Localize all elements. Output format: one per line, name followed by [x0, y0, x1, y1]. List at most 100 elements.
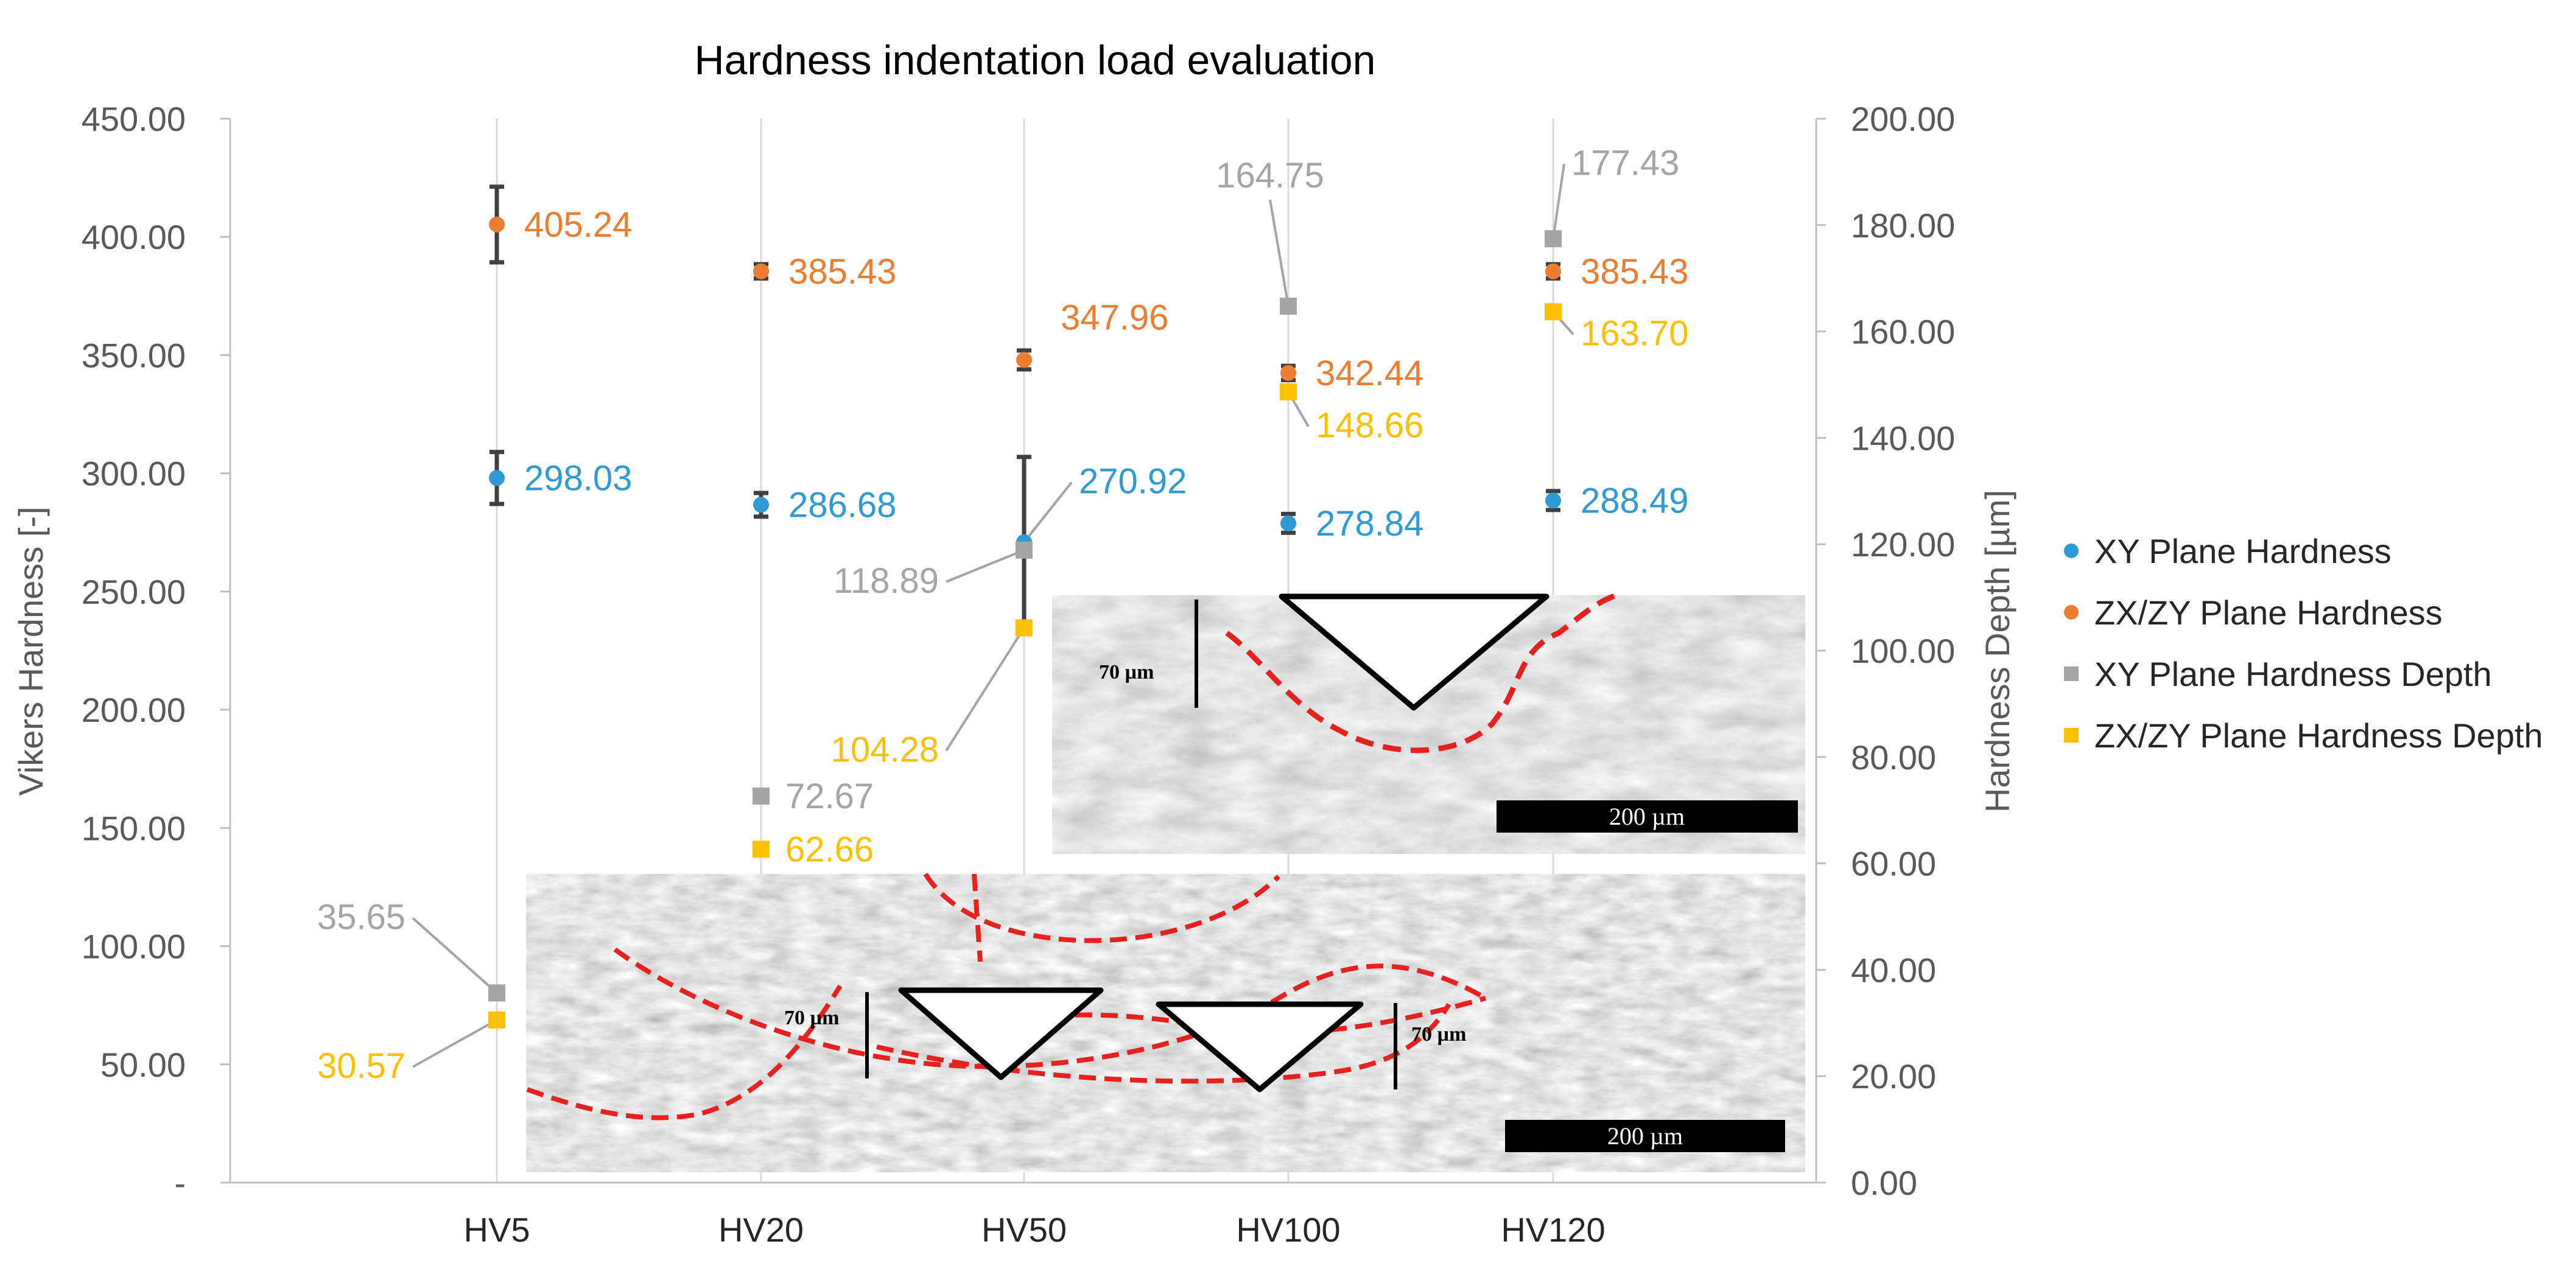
zx-zy-plane-hardness-label: 347.96 [1061, 298, 1168, 337]
legend-marker-zx-zy-plane-hardness [2064, 605, 2079, 620]
data-label-leader-lines [412, 163, 1574, 1068]
xy-plane-hardness-label: 278.84 [1316, 504, 1423, 544]
label-leader-line [412, 1019, 497, 1068]
right-tick-label: 80.00 [1851, 738, 1936, 777]
data-labels: 298.03 286.68 270.92 278.84 288.49 405.24 385.… [317, 143, 1689, 1086]
zx-zy-plane-hardness-point [489, 216, 505, 232]
chart-title: Hardness indentation load evaluation [694, 37, 1375, 83]
legend-label-xy-plane-hardness-depth: XY Plane Hardness Depth [2094, 655, 2492, 693]
upper-melt-pool-boundary [1225, 592, 1618, 753]
label-leader-line [1269, 199, 1290, 307]
x-tick-label: HV120 [1501, 1211, 1605, 1249]
x-axis-ticks: HV5 HV20 HV50 HV100 HV120 [464, 1211, 1606, 1249]
zx-zy-plane-hardness-depth-label: 30.57 [317, 1046, 405, 1086]
legend-marker-xy-plane-hardness-depth [2064, 666, 2079, 681]
right-tick-label: 100.00 [1851, 632, 1955, 670]
lower-indent-right-icon [1156, 1001, 1364, 1092]
xy-plane-hardness-depth-label: 164.75 [1216, 156, 1324, 195]
data-points [488, 216, 1562, 1029]
legend-label-xy-plane-hardness: XY Plane Hardness [2094, 532, 2392, 570]
upper-indent-icon [1279, 593, 1549, 711]
legend-marker-zx-zy-plane-hardness-depth [2064, 728, 2079, 743]
lower-depth-label-right: 70 µm [1411, 1023, 1466, 1046]
label-leader-line [945, 627, 1025, 752]
xy-plane-hardness-point [489, 470, 505, 486]
legend-label-zx-zy-plane-hardness: ZX/ZY Plane Hardness [2094, 593, 2443, 632]
lower-indent-left-icon [898, 987, 1104, 1080]
zx-zy-plane-hardness-label: 342.44 [1316, 354, 1423, 393]
zx-zy-plane-hardness-depth-label: 104.28 [831, 730, 939, 770]
zx-zy-plane-hardness-depth-point [753, 841, 770, 858]
left-axis-ticks: - 50.00 100.00 150.00 200.00 250.00 300.00 350.… [82, 100, 230, 1202]
xy-plane-hardness-depth-point [488, 984, 505, 1002]
right-tick-label: 200.00 [1851, 100, 1955, 138]
zx-zy-plane-hardness-depth-point [1016, 619, 1033, 637]
left-tick-label: 450.00 [82, 100, 186, 138]
right-tick-label: 0.00 [1851, 1164, 1917, 1202]
legend-marker-xy-plane-hardness [2064, 544, 2079, 558]
zx-zy-plane-hardness-label: 405.24 [524, 205, 632, 245]
zx-zy-plane-hardness-depth-label: 62.66 [785, 830, 874, 869]
left-tick-label: 100.00 [82, 928, 186, 966]
right-tick-label: 20.00 [1851, 1057, 1936, 1096]
xy-plane-hardness-label: 288.49 [1581, 481, 1688, 520]
left-tick-label: 400.00 [82, 218, 186, 256]
zx-zy-plane-hardness-point [1280, 365, 1296, 381]
left-tick-label: 200.00 [82, 691, 186, 729]
lower-scale-label: 200 µm [1607, 1122, 1683, 1150]
zx-zy-plane-hardness-point [1016, 352, 1032, 368]
zx-zy-plane-hardness-point [753, 263, 769, 279]
xy-plane-hardness-point [1280, 515, 1296, 531]
left-axis-title: Vikers Hardness [-] [12, 506, 50, 795]
left-tick-label: 50.00 [100, 1046, 186, 1084]
xy-plane-hardness-depth-point [1016, 541, 1033, 559]
right-axis-title: Hardness Depth [µm] [1978, 490, 2016, 813]
xy-plane-hardness-depth-label: 35.65 [317, 897, 405, 937]
right-tick-label: 60.00 [1851, 845, 1936, 883]
x-tick-label: HV50 [981, 1211, 1067, 1249]
legend: XY Plane Hardness ZX/ZY Plane Hardness XY … [2064, 532, 2543, 755]
upper-micrograph-inset: 70 µm 200 µm [1052, 592, 1805, 854]
zx-zy-plane-hardness-depth-point [488, 1011, 505, 1029]
x-tick-label: HV5 [464, 1211, 530, 1249]
lower-depth-label-left: 70 µm [784, 1007, 839, 1029]
right-tick-label: 140.00 [1851, 419, 1955, 457]
xy-plane-hardness-depth-point [753, 787, 770, 805]
zx-zy-plane-hardness-label: 385.43 [1581, 252, 1688, 292]
left-tick-label: - [174, 1164, 186, 1202]
left-tick-label: 250.00 [82, 573, 186, 611]
zx-zy-plane-hardness-depth-point [1280, 383, 1297, 400]
xy-plane-hardness-point [753, 497, 769, 513]
label-leader-line [946, 549, 1025, 583]
xy-plane-hardness-label: 298.03 [524, 458, 632, 498]
x-tick-label: HV20 [718, 1211, 804, 1249]
legend-label-zx-zy-plane-hardness-depth: ZX/ZY Plane Hardness Depth [2094, 716, 2543, 755]
upper-scale-bar [1497, 800, 1798, 833]
zx-zy-plane-hardness-depth-label: 163.70 [1581, 313, 1688, 353]
xy-plane-hardness-depth-label: 72.67 [785, 777, 874, 816]
right-tick-label: 160.00 [1851, 313, 1955, 351]
left-tick-label: 300.00 [82, 455, 186, 493]
xy-plane-hardness-depth-label: 118.89 [834, 561, 939, 601]
right-tick-label: 120.00 [1851, 525, 1955, 564]
xy-plane-hardness-depth-label: 177.43 [1571, 143, 1679, 183]
right-tick-label: 180.00 [1851, 206, 1955, 245]
right-tick-label: 40.00 [1851, 951, 1936, 989]
label-leader-line [1023, 481, 1073, 543]
xy-plane-hardness-depth-point [1280, 298, 1297, 315]
lower-micrograph-inset: 70 µm 70 µm 200 µm [526, 872, 1805, 1172]
xy-plane-hardness-point [1545, 492, 1561, 509]
left-tick-label: 350.00 [82, 336, 186, 374]
upper-scale-label: 200 µm [1609, 803, 1685, 830]
xy-plane-hardness-label: 286.68 [788, 485, 896, 525]
lower-scale-bar [1505, 1120, 1785, 1152]
right-axis-ticks: 0.00 20.00 40.00 60.00 80.00 100.00 120.00 140.… [1816, 100, 1955, 1202]
left-tick-label: 150.00 [82, 809, 186, 847]
label-leader-line [412, 917, 498, 994]
zx-zy-plane-hardness-depth-point [1545, 303, 1562, 321]
zx-zy-plane-hardness-depth-label: 148.66 [1316, 406, 1423, 446]
xy-plane-hardness-label: 270.92 [1079, 462, 1187, 502]
label-leader-line [1552, 163, 1565, 239]
xy-plane-hardness-depth-point [1545, 230, 1562, 248]
